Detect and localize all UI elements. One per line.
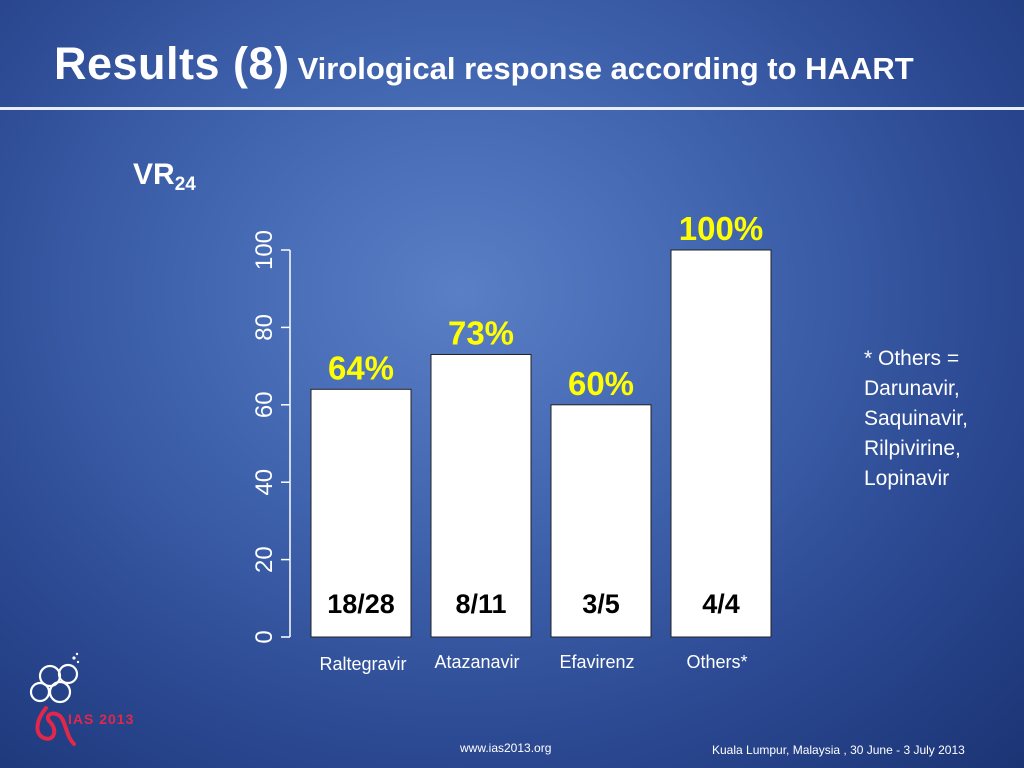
x-category-label: Efavirenz: [559, 652, 634, 672]
footer-url[interactable]: www.ias2013.org: [460, 741, 552, 755]
x-category-label: Others*: [686, 652, 747, 672]
slide-title: Results (8) Virological response accordin…: [54, 38, 914, 90]
metric-label: VR24: [133, 158, 196, 196]
logo-text: IAS 2013: [68, 711, 135, 727]
y-tick-label: 100: [251, 230, 278, 270]
bar-count-label: 18/28: [327, 589, 395, 619]
footer-venue: Kuala Lumpur, Malaysia , 30 June - 3 Jul…: [712, 743, 965, 757]
bar-count-label: 4/4: [702, 589, 740, 619]
bar: [670, 249, 772, 638]
footnote-line: Lopinavir: [864, 467, 950, 490]
y-tick-label: 80: [251, 314, 278, 341]
bar: [430, 353, 532, 638]
footnote: * Others = Darunavir, Saquinavir, Rilpiviri…: [864, 344, 968, 494]
bar: [310, 388, 412, 638]
y-tick-label: 60: [251, 391, 278, 418]
footnote-line: Saquinavir,: [864, 407, 968, 430]
ias-ribbon-logo-icon: [29, 652, 80, 746]
bar-count-label: 8/11: [455, 589, 506, 619]
metric-label-text: VR: [133, 158, 175, 191]
footnote-line: * Others =: [864, 347, 960, 370]
bar-count-label: 3/5: [582, 589, 620, 619]
title-main: Results (8): [54, 38, 290, 89]
footnote-line: Rilpivirine,: [864, 437, 961, 460]
x-category-label: Raltegravir: [319, 654, 406, 674]
bar-percent-label: 64%: [328, 349, 394, 386]
title-subtitle: Virological response according to HAART: [297, 51, 914, 86]
footnote-line: Darunavir,: [864, 377, 960, 400]
bar-percent-label: 60%: [568, 365, 634, 402]
metric-label-subscript: 24: [174, 174, 196, 195]
bar-percent-label: 100%: [679, 210, 763, 247]
bar: [550, 404, 652, 638]
y-tick-label: 0: [251, 630, 278, 643]
y-tick-label: 20: [251, 546, 278, 573]
x-category-label: Atazanavir: [434, 652, 519, 672]
y-tick-label: 40: [251, 469, 278, 496]
bar-percent-label: 73%: [448, 314, 514, 351]
title-divider: [0, 107, 1024, 110]
